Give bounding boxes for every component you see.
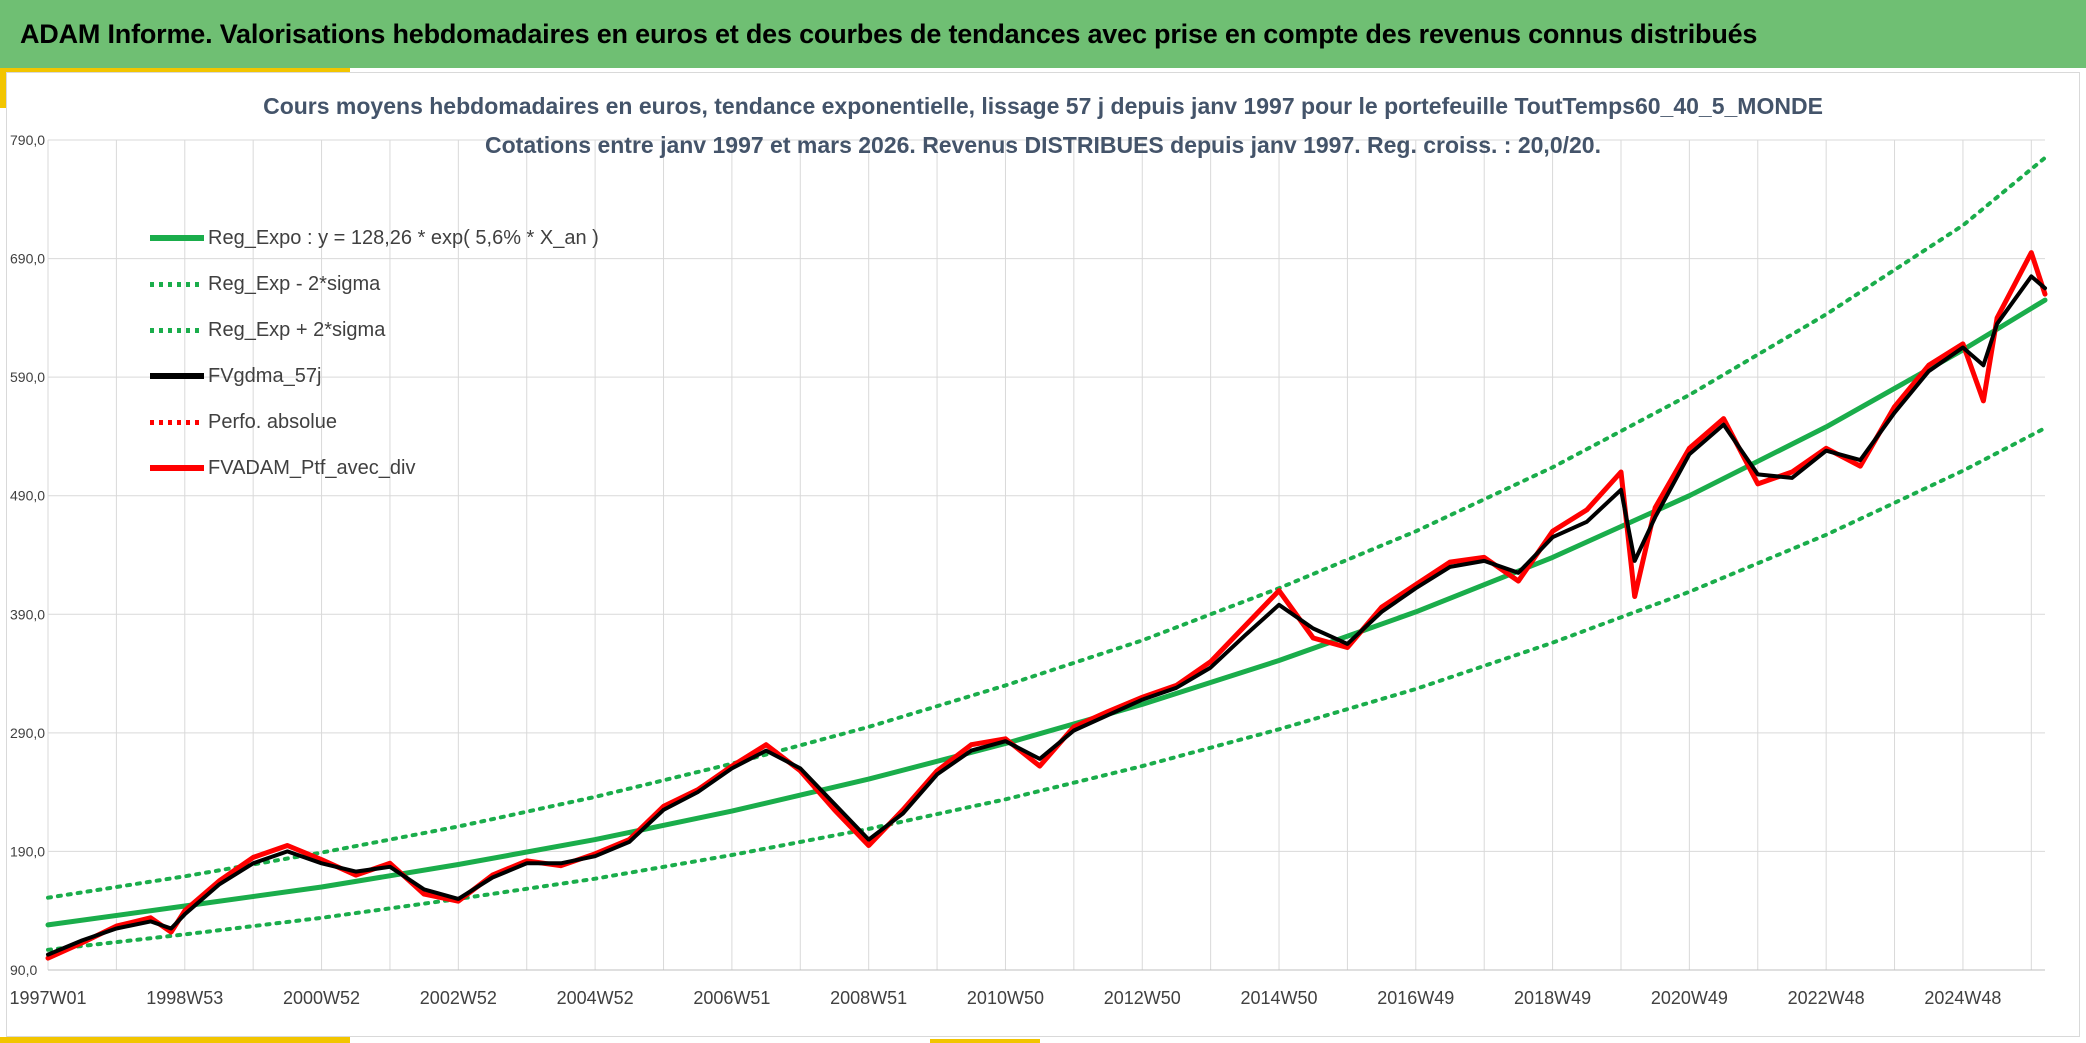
- x-tick-label: 2002W52: [420, 988, 497, 1008]
- y-tick-label: 290,0: [10, 725, 45, 741]
- chart-legend: Reg_Expo : y = 128,26 * exp( 5,6% * X_an…: [150, 215, 599, 491]
- y-tick-label: 390,0: [10, 606, 45, 622]
- legend-swatch: [150, 281, 204, 287]
- x-tick-label: 2000W52: [283, 988, 360, 1008]
- legend-swatch: [150, 465, 204, 471]
- x-tick-label: 2020W49: [1651, 988, 1728, 1008]
- legend-label: Reg_Exp + 2*sigma: [208, 318, 386, 341]
- legend-swatch: [150, 373, 204, 379]
- y-tick-label: 90,0: [10, 962, 37, 978]
- y-tick-label: 590,0: [10, 369, 45, 385]
- x-tick-label: 1998W53: [146, 988, 223, 1008]
- x-tick-label: 2018W49: [1514, 988, 1591, 1008]
- header-bar: ADAM Informe. Valorisations hebdomadaire…: [0, 0, 2086, 68]
- x-tick-label: 2016W49: [1377, 988, 1454, 1008]
- legend-label: Perfo. absolue: [208, 410, 337, 433]
- series-line-reg-plus-2sigma: [46, 155, 2047, 900]
- legend-item: Reg_Expo : y = 128,26 * exp( 5,6% * X_an…: [150, 215, 599, 261]
- accent-stripe-left: [0, 68, 6, 108]
- x-tick-label: 2024W48: [1924, 988, 2001, 1008]
- y-tick-label: 690,0: [10, 251, 45, 267]
- x-tick-label: 2022W48: [1788, 988, 1865, 1008]
- legend-item: Reg_Exp - 2*sigma: [150, 261, 599, 307]
- chart-title-line2: Cotations entre janv 1997 et mars 2026. …: [485, 132, 1601, 158]
- legend-swatch: [150, 419, 204, 425]
- legend-swatch: [150, 235, 204, 241]
- series-line-reg-expo: [45, 297, 2048, 928]
- chart-title-line1: Cours moyens hebdomadaires en euros, ten…: [263, 93, 1823, 119]
- legend-item: Reg_Exp + 2*sigma: [150, 307, 599, 353]
- legend-label: FVADAM_Ptf_avec_div: [208, 456, 416, 479]
- legend-swatch: [150, 327, 204, 333]
- x-tick-label: 2014W50: [1240, 988, 1317, 1008]
- series-line-reg-minus-2sigma: [46, 426, 2047, 952]
- accent-stripe-bottom-mid: [930, 1039, 1040, 1043]
- x-tick-label: 1997W01: [9, 988, 86, 1008]
- x-tick-label: 2010W50: [967, 988, 1044, 1008]
- y-tick-label: 190,0: [10, 843, 45, 859]
- legend-label: FVgdma_57j: [208, 364, 322, 387]
- accent-stripe-bottom: [0, 1037, 350, 1043]
- series-line-fvgdma-57j: [46, 274, 2047, 957]
- y-tick-label: 790,0: [10, 132, 45, 148]
- legend-item: FVADAM_Ptf_avec_div: [150, 445, 599, 491]
- y-tick-label: 490,0: [10, 488, 45, 504]
- x-tick-label: 2004W52: [557, 988, 634, 1008]
- x-tick-label: 2008W51: [830, 988, 907, 1008]
- chart-frame: [6, 72, 2080, 1037]
- legend-label: Reg_Expo : y = 128,26 * exp( 5,6% * X_an…: [208, 226, 599, 249]
- x-tick-label: 2006W51: [693, 988, 770, 1008]
- legend-label: Reg_Exp - 2*sigma: [208, 272, 381, 295]
- legend-item: Perfo. absolue: [150, 399, 599, 445]
- accent-stripe-top: [0, 68, 350, 72]
- x-tick-label: 2012W50: [1104, 988, 1181, 1008]
- legend-item: FVgdma_57j: [150, 353, 599, 399]
- page-title: ADAM Informe. Valorisations hebdomadaire…: [20, 18, 1758, 49]
